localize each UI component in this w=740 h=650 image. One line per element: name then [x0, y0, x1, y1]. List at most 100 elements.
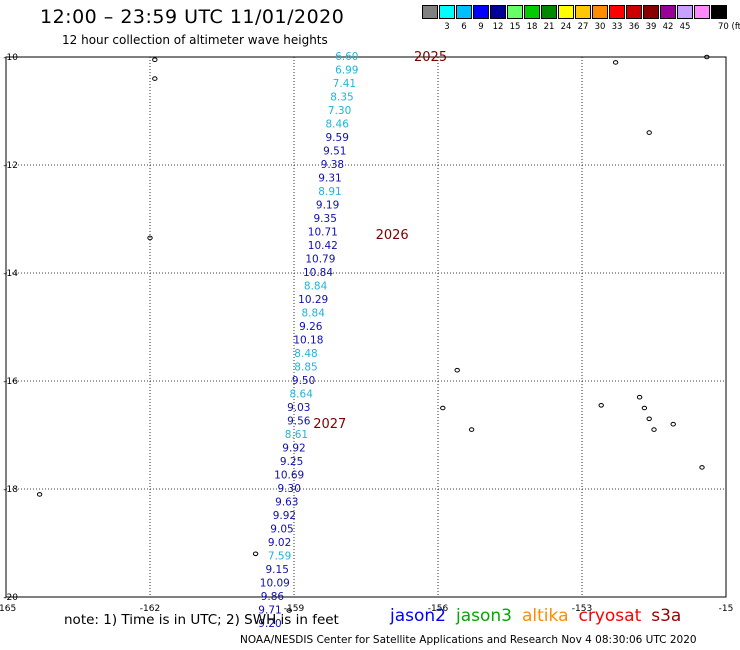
swh-value-label: 10.71 [308, 227, 338, 239]
color-scale-label: 45 [679, 22, 691, 32]
color-scale-label: 33 [611, 22, 623, 32]
color-scale-label: 3 [444, 22, 450, 32]
swh-value-label: 9.92 [273, 510, 296, 522]
longitude-tick-label: -156 [428, 604, 449, 614]
swh-value-label: 8.46 [326, 119, 350, 131]
island-outline [440, 405, 446, 411]
island-outline [286, 608, 292, 613]
swh-value-label: 7.30 [328, 105, 351, 117]
swh-value-label: 6.99 [335, 65, 358, 77]
satellite-legend: jason2 jason3 altika cryosat s3a [390, 606, 691, 626]
island-outline [598, 403, 604, 408]
swh-value-label: 9.02 [268, 537, 291, 549]
color-scale-label: 6 [461, 22, 467, 32]
satellite-legend-entry: s3a [651, 606, 682, 626]
latitude-tick-label: -16 [3, 377, 18, 387]
swh-value-label: 9.30 [278, 483, 301, 495]
swh-value-label: 9.92 [282, 443, 305, 455]
color-scale-cell [439, 5, 455, 19]
satellite-legend-entry: jason3 [456, 606, 512, 626]
footer-credit: NOAA/NESDIS Center for Satellite Applica… [240, 634, 697, 646]
island-outline [704, 54, 710, 60]
map-title: 12:00 – 23:59 UTC 11/01/2020 [40, 6, 345, 28]
color-scale-cell [524, 5, 540, 19]
color-scale-cell [422, 5, 438, 19]
swh-value-label: 8.48 [294, 348, 317, 360]
swh-value-label: 8.64 [290, 389, 314, 401]
swh-value-label: 8.84 [304, 281, 328, 293]
swh-value-label: 10.79 [305, 254, 335, 266]
swh-value-label: 9.56 [287, 416, 311, 428]
island-outline [468, 427, 475, 432]
island-outline [612, 60, 619, 65]
swh-value-label: 6.60 [335, 51, 358, 63]
island-outline [646, 130, 652, 135]
latitude-tick-label: -14 [3, 269, 18, 279]
color-scale-label: 27 [577, 22, 589, 32]
color-scale-cell [490, 5, 506, 19]
swh-value-label: 8.35 [330, 92, 353, 104]
color-scale-cell [507, 5, 523, 19]
island-outline [670, 421, 676, 427]
pass-number-label: 2026 [376, 228, 409, 243]
island-outline [36, 492, 43, 497]
island-outline [147, 235, 153, 241]
map-subtitle: 12 hour collection of altimeter wave hei… [62, 33, 328, 47]
swh-value-label: 9.03 [287, 402, 310, 414]
color-scale-label: 18 [526, 22, 538, 32]
swh-value-label: 7.41 [333, 78, 356, 90]
swh-value-label: 8.61 [285, 429, 308, 441]
footer-note: note: 1) Time is in UTC; 2) SWH is in fe… [64, 612, 339, 628]
color-scale-cell [643, 5, 659, 19]
color-scale-label: 15 [509, 22, 521, 32]
swh-value-label: 10.29 [298, 294, 328, 306]
island-outline [454, 367, 460, 373]
color-scale-label: 42 [662, 22, 674, 32]
latitude-tick-label: -10 [3, 53, 18, 63]
pass-number-label: 2027 [313, 417, 346, 432]
swh-value-label: 9.26 [299, 321, 323, 333]
island-outline [646, 416, 652, 422]
island-outline [152, 57, 158, 63]
pass-labels: 2025 2026 2027 [313, 50, 447, 432]
satellite-legend-entry: cryosat [578, 606, 642, 626]
satellite-legend-entry: altika [522, 606, 569, 626]
island-outline [641, 405, 648, 411]
color-scale-cell [592, 5, 608, 19]
color-scale-label: 21 [543, 22, 555, 32]
axis-ticks: -165 -162 -159 -156 -153 -15 -10 -12 -14 -16 -18 -2… [0, 53, 733, 614]
swh-value-label: 8.85 [294, 362, 317, 374]
color-scale-cell [609, 5, 625, 19]
swh-value-label: 9.20 [258, 618, 281, 630]
longitude-tick-label: -15 [719, 604, 734, 614]
longitude-tick-label: -159 [284, 604, 305, 614]
color-scale-cell [626, 5, 642, 19]
swh-value-label: 7.59 [268, 551, 291, 563]
latitude-tick-label: -12 [3, 161, 18, 171]
swh-value-label: 10.18 [293, 335, 323, 347]
island-outline [152, 76, 158, 81]
swh-value-label: 9.59 [326, 132, 349, 144]
color-scale-cell [694, 5, 710, 19]
longitude-tick-label: -165 [0, 604, 16, 614]
pass-number-label: 2025 [414, 50, 447, 65]
color-scale-cell [541, 5, 557, 19]
island-outline [636, 394, 643, 400]
swh-value-label: 10.09 [260, 578, 290, 590]
island-outline [699, 465, 705, 470]
color-scale-cell [473, 5, 489, 19]
color-scale-unit: 70 (ft) [718, 22, 740, 32]
color-scale-label: 30 [594, 22, 606, 32]
longitude-tick-label: -153 [572, 604, 592, 614]
color-scale-label: 39 [645, 22, 657, 32]
map-frame [5, 56, 727, 598]
color-scale-label: 24 [560, 22, 572, 32]
island-outlines [36, 54, 710, 613]
satellite-legend-entry: jason2 [390, 606, 446, 626]
latitude-tick-label: -18 [3, 485, 18, 495]
swh-value-label: 9.35 [314, 213, 337, 225]
swh-value-label: 9.63 [275, 497, 298, 509]
swh-value-label: 9.51 [323, 146, 346, 158]
swh-value-label: 10.42 [308, 240, 338, 252]
